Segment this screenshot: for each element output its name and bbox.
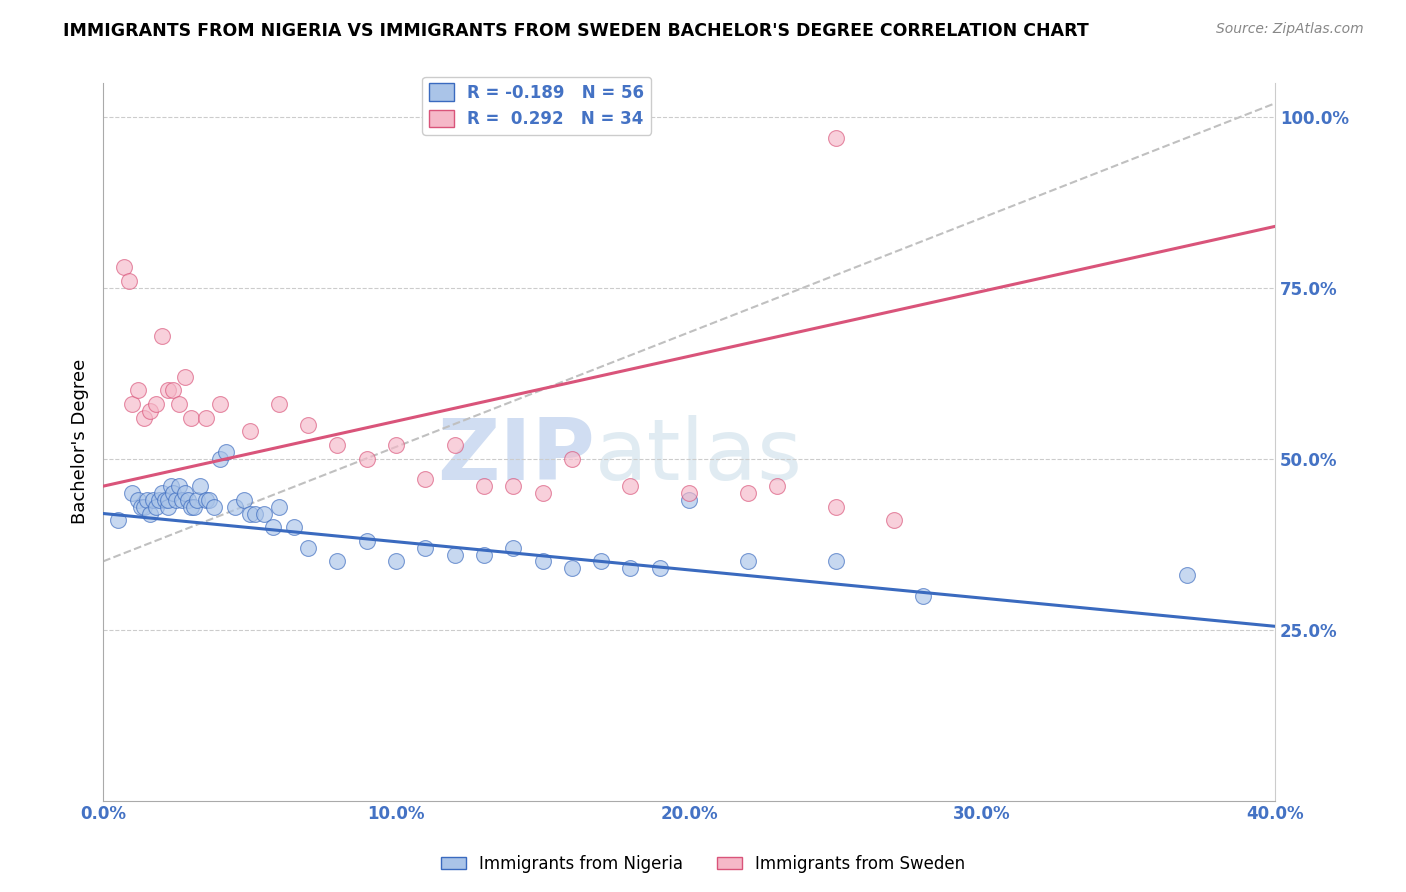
Point (148, 492, 170, 507)
Point (297, 417, 319, 432)
Point (766, 479, 789, 493)
Point (204, 500, 226, 514)
Point (531, 486, 554, 500)
Point (531, 554, 554, 568)
Point (224, 500, 246, 514)
Point (326, 554, 349, 568)
Point (415, 472, 437, 486)
Point (824, 500, 846, 514)
Point (142, 492, 165, 507)
Point (297, 541, 319, 555)
Point (737, 554, 759, 568)
Point (245, 507, 267, 521)
Point (232, 492, 254, 507)
Point (134, 410, 156, 425)
Point (127, 492, 149, 507)
Point (159, 479, 181, 493)
Point (472, 479, 495, 493)
Point (112, 260, 135, 275)
Point (150, 486, 173, 500)
Text: ZIP: ZIP (437, 415, 595, 498)
Point (180, 500, 202, 514)
Point (107, 513, 129, 527)
Y-axis label: Bachelor's Degree: Bachelor's Degree (72, 359, 89, 524)
Point (153, 492, 176, 507)
Point (121, 397, 143, 411)
Point (127, 384, 149, 398)
Point (156, 492, 179, 507)
Point (472, 548, 495, 562)
Point (619, 479, 641, 493)
Point (883, 513, 905, 527)
Point (197, 492, 219, 507)
Point (194, 492, 217, 507)
Point (129, 500, 152, 514)
Point (283, 520, 305, 534)
Point (145, 500, 167, 514)
Point (415, 541, 437, 555)
Point (136, 492, 159, 507)
Point (162, 486, 184, 500)
Point (177, 492, 200, 507)
Point (215, 445, 238, 459)
Point (180, 410, 202, 425)
Point (209, 451, 232, 466)
Point (737, 486, 759, 500)
Point (253, 507, 276, 521)
Point (150, 328, 173, 343)
Point (156, 500, 179, 514)
Point (174, 369, 197, 384)
Point (172, 492, 194, 507)
Point (162, 384, 184, 398)
Point (165, 492, 187, 507)
Point (139, 507, 162, 521)
Point (239, 425, 262, 439)
Point (169, 397, 191, 411)
Point (169, 479, 191, 493)
Point (443, 548, 465, 562)
Point (188, 479, 211, 493)
Point (326, 438, 349, 452)
Point (267, 500, 290, 514)
Point (385, 438, 408, 452)
Point (1175, 568, 1198, 582)
Point (194, 410, 217, 425)
Point (619, 561, 641, 575)
Point (356, 533, 378, 548)
Text: IMMIGRANTS FROM NIGERIA VS IMMIGRANTS FROM SWEDEN BACHELOR'S DEGREE CORRELATION : IMMIGRANTS FROM NIGERIA VS IMMIGRANTS FR… (63, 22, 1090, 40)
Point (648, 561, 671, 575)
Point (912, 589, 935, 603)
Point (561, 451, 583, 466)
Legend: R = -0.189   N = 56, R =  0.292   N = 34: R = -0.189 N = 56, R = 0.292 N = 34 (422, 77, 651, 135)
Point (385, 554, 408, 568)
Point (186, 492, 208, 507)
Text: Source: ZipAtlas.com: Source: ZipAtlas.com (1216, 22, 1364, 37)
Point (145, 397, 167, 411)
Point (678, 492, 700, 507)
Point (239, 507, 262, 521)
Point (174, 486, 197, 500)
Point (678, 486, 700, 500)
Point (502, 479, 524, 493)
Point (561, 561, 583, 575)
Point (591, 554, 613, 568)
Legend: Immigrants from Nigeria, Immigrants from Sweden: Immigrants from Nigeria, Immigrants from… (434, 848, 972, 880)
Point (502, 541, 524, 555)
Point (156, 384, 179, 398)
Point (118, 274, 141, 288)
Text: atlas: atlas (595, 415, 803, 498)
Point (824, 130, 846, 145)
Point (356, 451, 378, 466)
Point (134, 500, 156, 514)
Point (267, 397, 290, 411)
Point (824, 554, 846, 568)
Point (183, 500, 205, 514)
Point (443, 438, 465, 452)
Point (121, 486, 143, 500)
Point (209, 397, 232, 411)
Point (139, 404, 162, 418)
Point (262, 520, 284, 534)
